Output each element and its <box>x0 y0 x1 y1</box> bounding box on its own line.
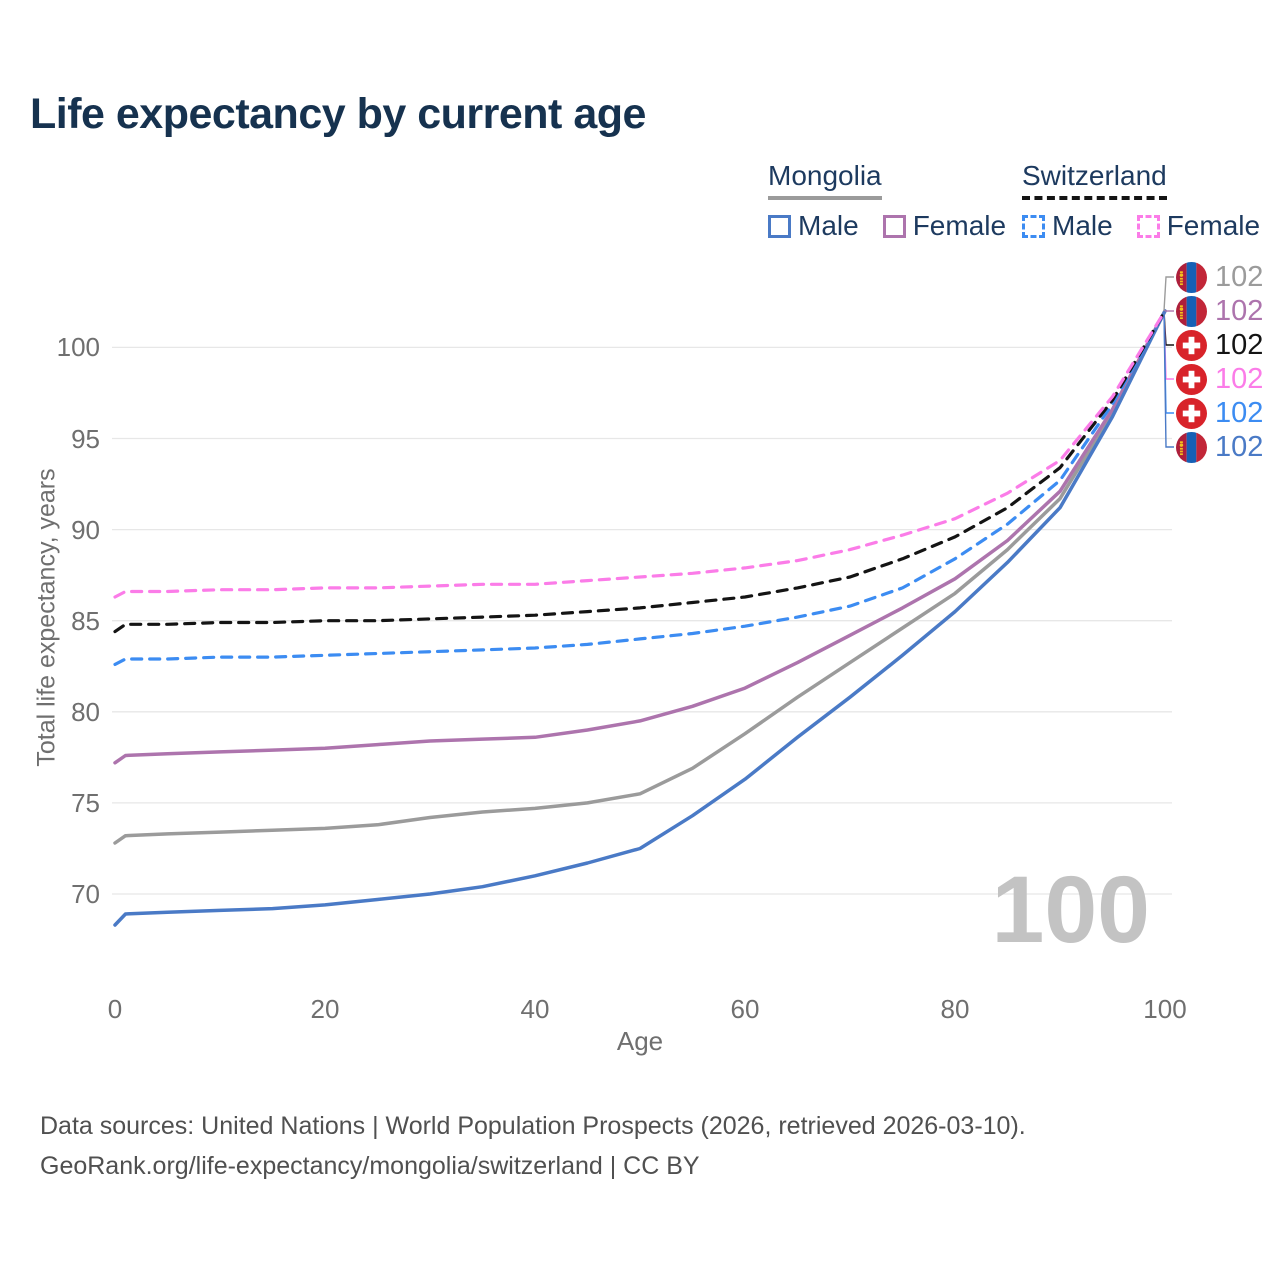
legend-swatch-icon <box>1022 214 1045 238</box>
legend-swatch-icon <box>1136 214 1160 238</box>
end-label-mongolia-total: 102 <box>1176 261 1263 294</box>
legend-group-title[interactable]: Mongolia <box>768 160 882 200</box>
connector-line <box>1163 276 1174 312</box>
y-tick-label: 75 <box>71 787 100 818</box>
line-switzerland-total <box>113 309 1167 634</box>
label-connectors <box>1163 276 1174 448</box>
x-tick-label: 60 <box>730 994 760 1024</box>
end-label-mongolia-male: 102 <box>1176 431 1263 464</box>
end-label-value: 102 <box>1215 261 1264 293</box>
end-label-value: 102 <box>1215 329 1264 361</box>
x-tick-label: 0 <box>107 994 123 1024</box>
x-tick-label: 20 <box>310 994 340 1024</box>
switzerland-flag-icon <box>1176 398 1207 429</box>
legend-item-label: Male <box>798 210 859 241</box>
switzerland-flag-icon <box>1176 330 1207 361</box>
mongolia-flag-icon <box>1176 296 1207 327</box>
legend-item-label: Male <box>1052 210 1113 241</box>
end-label-value: 102 <box>1215 363 1264 395</box>
legend-item-switzerland-male[interactable]: Male <box>1022 210 1113 242</box>
y-tick-label: 85 <box>71 605 100 636</box>
y-tick-label: 70 <box>71 879 100 909</box>
x-axis-title: Age <box>616 1026 664 1056</box>
footer: Data sources: United Nations | World Pop… <box>40 1106 1026 1186</box>
y-tick-label: 95 <box>71 423 100 454</box>
line-mongolia-total <box>113 309 1167 845</box>
gridlines <box>112 346 1172 895</box>
legend-item-label: Female <box>1166 210 1261 241</box>
page-title: Life expectancy by current age <box>30 90 646 138</box>
mongolia-flag-icon <box>1176 432 1207 463</box>
end-label-value: 102 <box>1215 431 1264 463</box>
line-mongolia-female <box>113 309 1167 765</box>
end-label-switzerland-female: 102 <box>1176 363 1263 396</box>
end-label-switzerland-male: 102 <box>1176 397 1263 430</box>
x-tick-label: 40 <box>520 994 550 1024</box>
end-label-switzerland-total: 102 <box>1176 329 1263 362</box>
line-switzerland-male <box>113 309 1167 667</box>
x-tick-label: 80 <box>940 994 970 1024</box>
age-frame-watermark: 100 <box>991 857 1150 963</box>
line-mongolia-male <box>113 309 1167 927</box>
y-tick-label: 90 <box>71 514 100 545</box>
legend-item-label: Female <box>912 210 1007 241</box>
y-tick-label: 80 <box>71 696 100 727</box>
legend-item-switzerland-female[interactable]: Female <box>1136 210 1261 242</box>
footer-attribution: GeoRank.org/life-expectancy/mongolia/swi… <box>40 1152 700 1180</box>
legend-group-title[interactable]: Switzerland <box>1022 160 1167 200</box>
x-tick-label: 100 <box>1143 994 1187 1024</box>
legend-item-mongolia-male[interactable]: Male <box>768 210 859 242</box>
end-label-value: 102 <box>1215 295 1264 327</box>
connector-line <box>1163 310 1174 448</box>
end-label-mongolia-female: 102 <box>1176 295 1263 328</box>
legend-group-mongolia: Mongolia Male Female <box>768 160 1006 242</box>
end-label-value: 102 <box>1215 397 1264 429</box>
footer-sources: Data sources: United Nations | World Pop… <box>40 1112 1026 1140</box>
legend-group-switzerland: Switzerland Male Female <box>1022 160 1260 242</box>
switzerland-flag-icon <box>1176 364 1207 395</box>
y-tick-label: 100 <box>56 332 100 363</box>
legend-swatch-icon <box>882 214 906 238</box>
legend-swatch-icon <box>768 214 791 238</box>
line-switzerland-female <box>113 309 1167 599</box>
series-curves <box>113 309 1167 927</box>
mongolia-flag-icon <box>1176 262 1207 293</box>
legend-item-mongolia-female[interactable]: Female <box>882 210 1007 242</box>
